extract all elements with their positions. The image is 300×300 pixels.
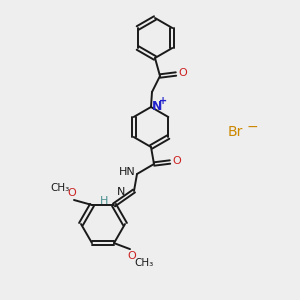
Text: HN: HN [119, 167, 136, 177]
Text: −: − [247, 120, 259, 134]
Text: CH₃: CH₃ [134, 258, 154, 268]
Text: N: N [117, 187, 125, 197]
Text: O: O [172, 156, 181, 166]
Text: N: N [152, 100, 162, 112]
Text: CH₃: CH₃ [50, 183, 70, 193]
Text: O: O [68, 188, 76, 198]
Text: +: + [159, 96, 167, 106]
Text: O: O [178, 68, 187, 78]
Text: Br: Br [228, 125, 243, 139]
Text: O: O [128, 251, 136, 261]
Text: H: H [100, 196, 108, 206]
